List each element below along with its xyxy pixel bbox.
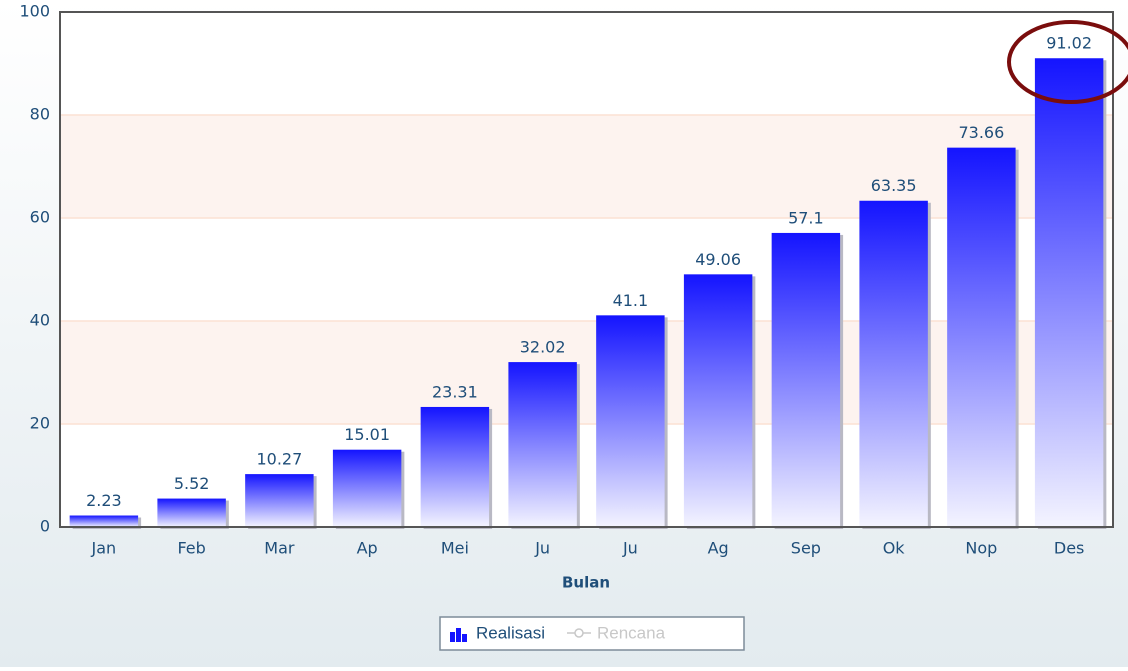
bar <box>683 274 753 527</box>
bar <box>69 515 139 527</box>
data-label: 23.31 <box>432 382 478 401</box>
data-label: 63.35 <box>871 176 917 195</box>
data-label: 73.66 <box>958 123 1004 142</box>
x-tick-label: Ju <box>534 539 550 558</box>
x-axis-title: Bulan <box>562 574 610 592</box>
data-label: 49.06 <box>695 250 741 269</box>
plot-border <box>59 11 1114 528</box>
bar <box>420 406 490 527</box>
grid-band <box>60 115 1113 218</box>
y-tick-label: 80 <box>30 105 50 124</box>
data-label: 10.27 <box>256 450 302 469</box>
bar <box>245 474 314 527</box>
x-tick-label: Des <box>1054 539 1085 558</box>
data-label: 15.01 <box>344 425 390 444</box>
x-tick-label: Ju <box>622 539 638 558</box>
bar <box>508 362 577 527</box>
legend-icon <box>574 628 584 638</box>
bar <box>1034 58 1104 527</box>
bar <box>947 147 1016 527</box>
x-tick-label: Ok <box>883 539 906 558</box>
bar <box>771 232 841 527</box>
y-tick-label: 20 <box>30 414 50 433</box>
data-label: 91.02 <box>1046 34 1092 53</box>
bar <box>859 200 928 527</box>
x-tick-label: Mar <box>264 539 295 558</box>
x-tick-label: Jan <box>91 539 117 558</box>
legend-label[interactable]: Rencana <box>597 623 666 642</box>
x-tick-label: Nop <box>965 539 997 558</box>
y-tick-label: 60 <box>30 208 50 227</box>
grid-band <box>60 321 1113 424</box>
legend-icon <box>450 632 455 642</box>
bar <box>332 449 402 527</box>
x-tick-label: Mei <box>441 539 469 558</box>
x-tick-label: Ap <box>357 539 378 558</box>
data-label: 2.23 <box>86 491 122 510</box>
bar <box>596 315 665 527</box>
y-tick-label: 0 <box>40 517 50 536</box>
data-label: 57.1 <box>788 208 824 227</box>
plot-area <box>60 12 1113 527</box>
y-tick-label: 40 <box>30 311 50 330</box>
highlight-circle <box>1007 20 1128 104</box>
legend-icon <box>456 628 461 642</box>
x-tick-label: Feb <box>177 539 205 558</box>
y-tick-label: 100 <box>19 2 50 21</box>
x-tick-label: Sep <box>791 539 821 558</box>
data-label: 32.02 <box>520 338 566 357</box>
legend-icon <box>462 634 467 642</box>
x-tick-label: Ag <box>708 539 729 558</box>
bar <box>157 498 226 527</box>
legend-label[interactable]: Realisasi <box>476 623 545 642</box>
data-label: 5.52 <box>174 474 210 493</box>
legend <box>439 616 745 651</box>
data-label: 41.1 <box>613 291 649 310</box>
